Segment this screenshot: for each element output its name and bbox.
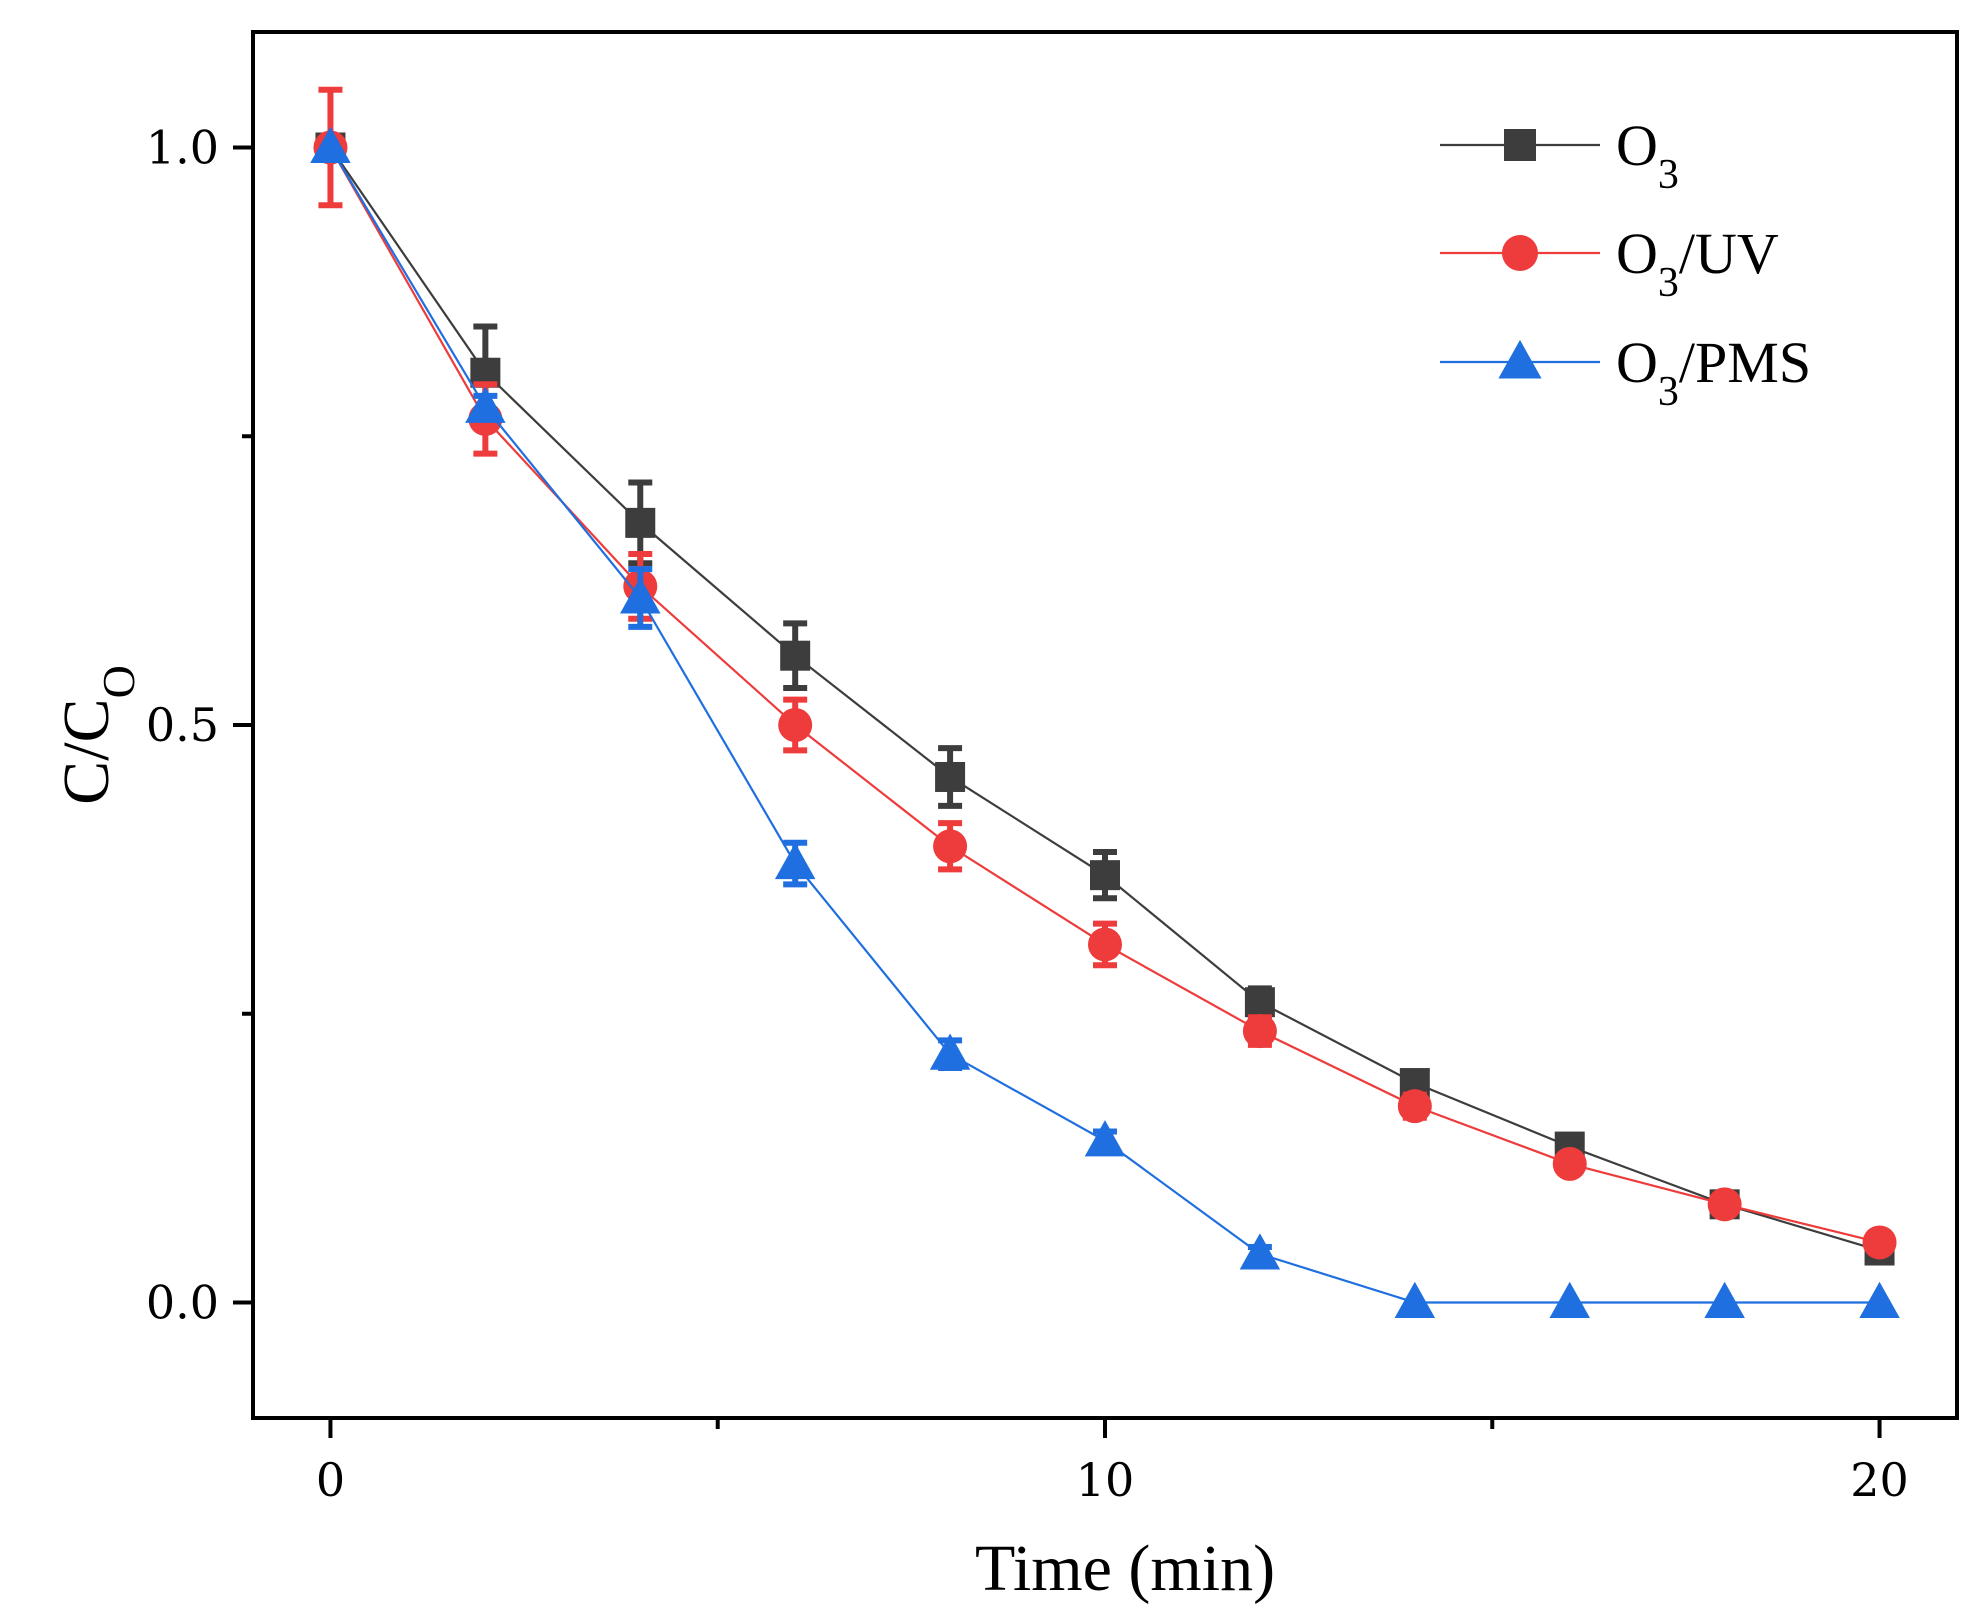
series-line bbox=[329, 146, 1880, 1244]
legend-label-suffix: /UV bbox=[1679, 221, 1779, 286]
legend-label-subscript: 3 bbox=[1658, 260, 1679, 306]
data-point bbox=[1090, 860, 1120, 891]
data-point bbox=[1394, 1281, 1436, 1319]
legend-item: O3/UV bbox=[1440, 221, 1779, 306]
legend-marker bbox=[1502, 235, 1538, 271]
y-tick-label: 1.0 bbox=[146, 121, 219, 175]
y-axis-title-subscript: O bbox=[93, 665, 144, 698]
x-tick-label: 0 bbox=[316, 1453, 345, 1507]
data-point bbox=[1242, 1014, 1277, 1049]
legend-marker bbox=[1498, 339, 1542, 379]
series-line bbox=[329, 146, 1880, 1252]
data-point bbox=[1244, 987, 1275, 1018]
x-axis-title: Time (min) bbox=[975, 1532, 1275, 1605]
legend-label-subscript: 3 bbox=[1658, 152, 1679, 198]
legend-label-suffix: /PMS bbox=[1679, 330, 1811, 395]
data-point bbox=[935, 761, 966, 792]
x-tick-label: 10 bbox=[1076, 1453, 1135, 1507]
series-2 bbox=[310, 126, 1900, 1319]
data-point bbox=[1084, 1120, 1126, 1157]
data-point bbox=[933, 829, 968, 864]
legend-item: O3/PMS bbox=[1440, 330, 1811, 415]
data-point bbox=[465, 386, 506, 423]
data-point bbox=[1859, 1281, 1900, 1319]
data-point bbox=[620, 577, 661, 614]
legend-label: O3/UV bbox=[1616, 221, 1779, 306]
series-layer bbox=[310, 86, 1900, 1319]
legend-label: O3 bbox=[1616, 113, 1679, 198]
y-axis-title: C/CO bbox=[50, 665, 144, 805]
legend-label-main: O bbox=[1616, 330, 1658, 395]
data-point bbox=[1704, 1281, 1745, 1319]
data-point bbox=[929, 1033, 971, 1070]
y-tick-label: 0.5 bbox=[146, 698, 219, 752]
data-point bbox=[1707, 1187, 1742, 1222]
legend-marker bbox=[1504, 129, 1536, 161]
data-point bbox=[774, 842, 816, 880]
y-axis-title-main: C/C bbox=[50, 698, 123, 804]
data-point bbox=[780, 640, 811, 671]
series-1 bbox=[313, 86, 1897, 1260]
data-point bbox=[1549, 1281, 1590, 1319]
axes-layer: 0 10 20 0.0 0.5 1.0 bbox=[146, 121, 1909, 1508]
legend-item: O3 bbox=[1440, 113, 1679, 198]
data-point bbox=[310, 126, 351, 164]
legend-label-subscript: 3 bbox=[1658, 369, 1679, 415]
legend-label: O3/PMS bbox=[1616, 330, 1811, 415]
data-point bbox=[778, 708, 813, 742]
legend-label-main: O bbox=[1616, 113, 1658, 178]
legend-label-main: O bbox=[1616, 221, 1658, 286]
data-point bbox=[1862, 1225, 1897, 1260]
y-tick-label: 0.0 bbox=[146, 1276, 219, 1330]
data-point bbox=[625, 507, 656, 538]
data-point bbox=[1397, 1089, 1432, 1124]
data-point bbox=[1552, 1146, 1587, 1181]
data-point bbox=[1088, 927, 1122, 962]
x-tick-label: 20 bbox=[1850, 1453, 1909, 1507]
data-point bbox=[1239, 1233, 1281, 1270]
